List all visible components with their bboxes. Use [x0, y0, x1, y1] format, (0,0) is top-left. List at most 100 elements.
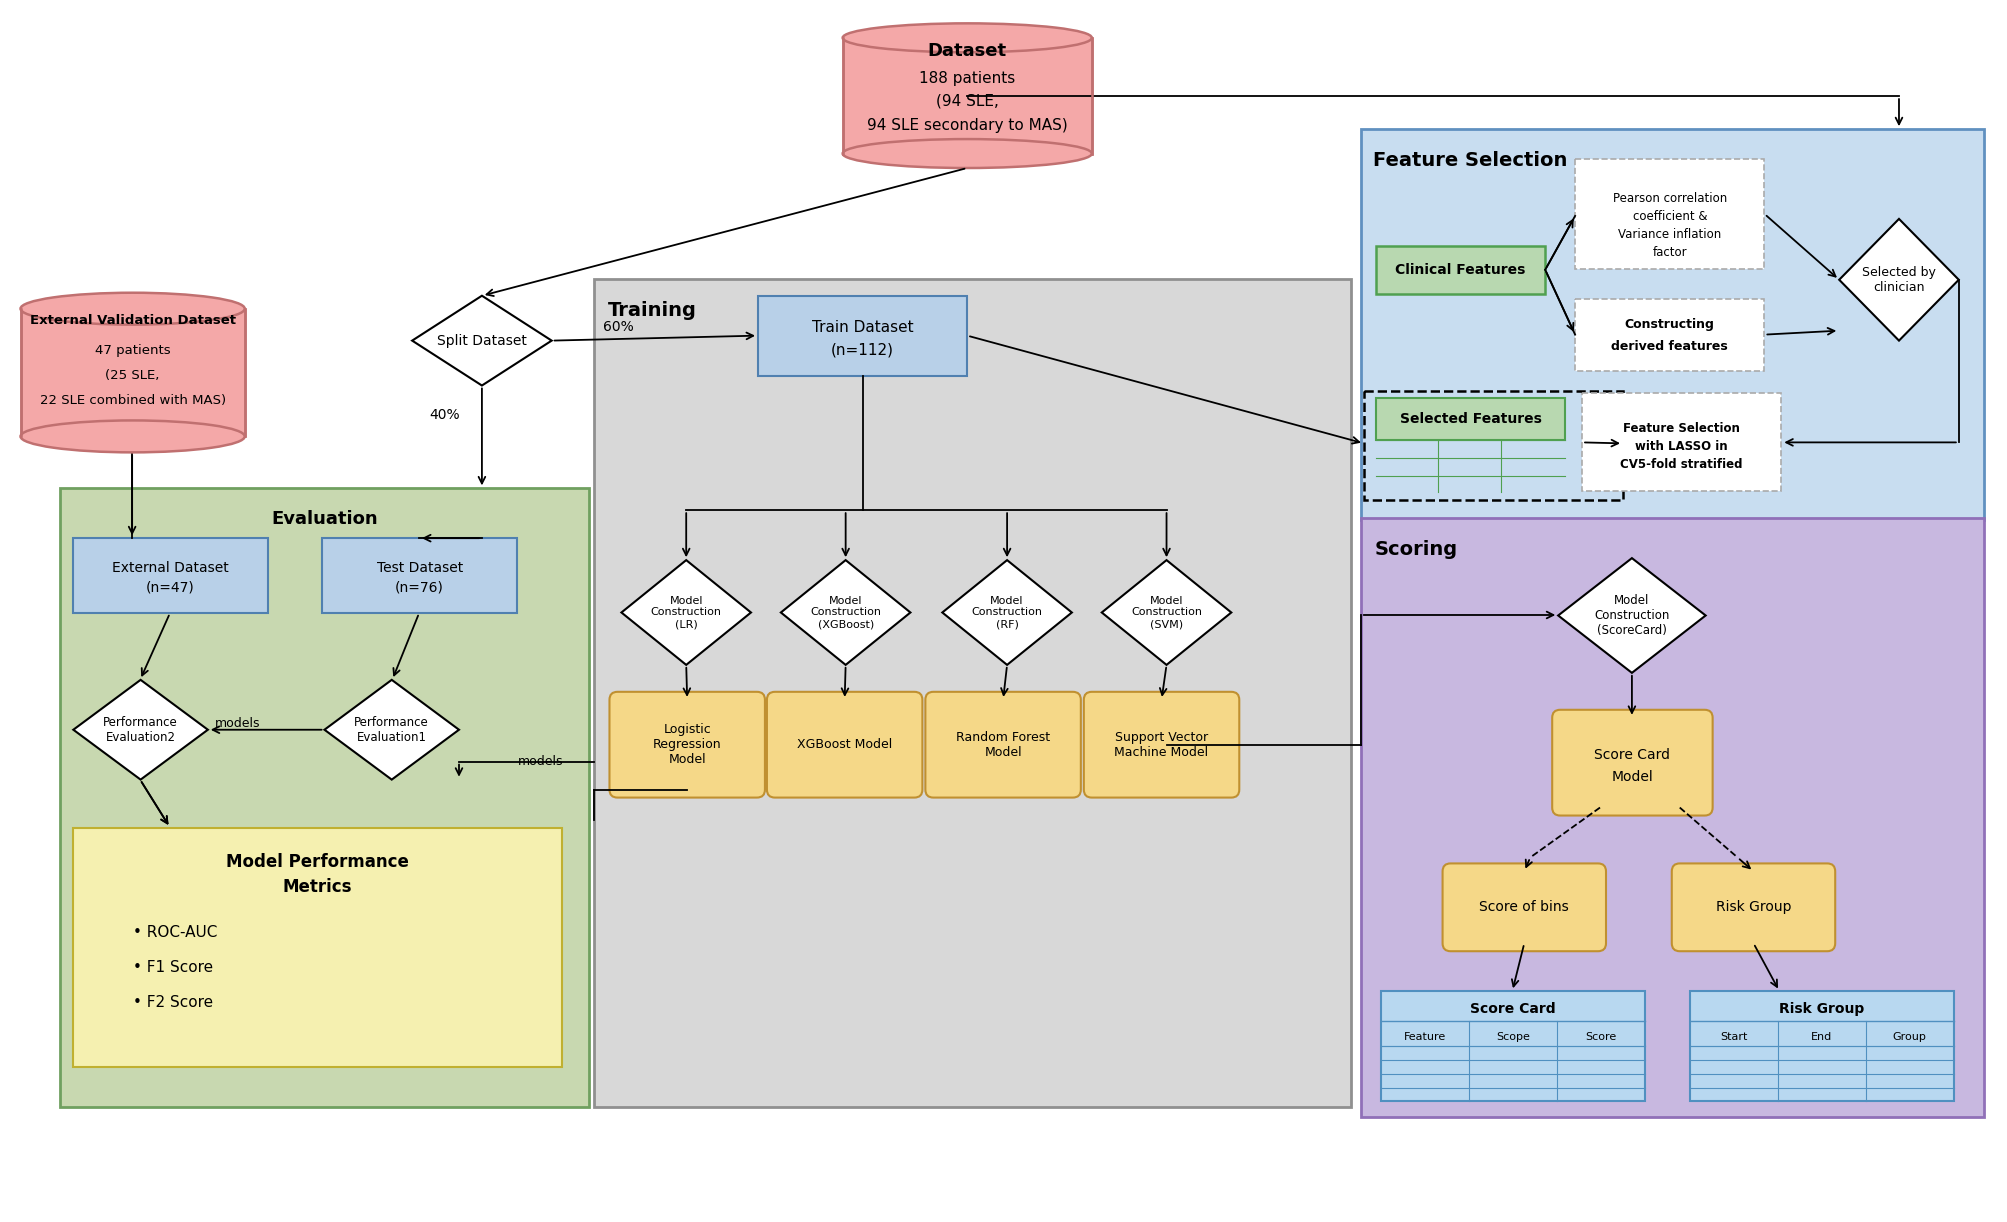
FancyBboxPatch shape: [1361, 518, 1983, 1117]
Polygon shape: [411, 296, 552, 385]
Text: CV5-fold stratified: CV5-fold stratified: [1620, 458, 1742, 470]
Text: 60%: 60%: [604, 320, 634, 334]
Text: Logistic
Regression
Model: Logistic Regression Model: [652, 723, 721, 766]
Polygon shape: [781, 560, 909, 665]
Text: Score of bins: Score of bins: [1479, 901, 1567, 914]
FancyBboxPatch shape: [757, 296, 967, 375]
Text: 47 patients: 47 patients: [94, 345, 171, 357]
Polygon shape: [1557, 558, 1704, 673]
Text: Model
Construction
(XGBoost): Model Construction (XGBoost): [809, 596, 881, 629]
Text: Split Dataset: Split Dataset: [438, 334, 526, 347]
Text: XGBoost Model: XGBoost Model: [797, 738, 891, 752]
Text: Feature: Feature: [1403, 1033, 1445, 1042]
Text: Dataset: Dataset: [927, 43, 1006, 60]
Text: factor: factor: [1652, 247, 1686, 259]
Text: Group: Group: [1893, 1033, 1927, 1042]
FancyBboxPatch shape: [1361, 130, 1983, 521]
Text: models: models: [518, 755, 564, 769]
Ellipse shape: [843, 23, 1092, 53]
FancyBboxPatch shape: [925, 692, 1080, 798]
FancyBboxPatch shape: [1688, 991, 1953, 1101]
Text: (n=76): (n=76): [395, 580, 444, 595]
Polygon shape: [941, 560, 1072, 665]
Text: 94 SLE secondary to MAS): 94 SLE secondary to MAS): [867, 117, 1068, 133]
Text: • F2 Score: • F2 Score: [132, 995, 213, 1009]
Text: • ROC-AUC: • ROC-AUC: [132, 925, 217, 940]
Text: Model Performance: Model Performance: [227, 853, 409, 871]
FancyBboxPatch shape: [74, 538, 267, 613]
Text: Selected by
clinician: Selected by clinician: [1860, 265, 1935, 293]
Text: Clinical Features: Clinical Features: [1395, 263, 1525, 276]
FancyBboxPatch shape: [74, 827, 562, 1067]
FancyBboxPatch shape: [1582, 393, 1780, 491]
Text: Variance inflation: Variance inflation: [1618, 229, 1720, 242]
Text: 188 patients: 188 patients: [919, 71, 1016, 86]
FancyBboxPatch shape: [1672, 864, 1834, 951]
FancyBboxPatch shape: [843, 38, 1092, 154]
Text: Model
Construction
(SVM): Model Construction (SVM): [1130, 596, 1202, 629]
Text: with LASSO in: with LASSO in: [1634, 440, 1728, 453]
Text: Score Card: Score Card: [1469, 1002, 1555, 1017]
Polygon shape: [325, 679, 460, 780]
Text: Scope: Scope: [1495, 1033, 1529, 1042]
Text: Model
Construction
(ScoreCard): Model Construction (ScoreCard): [1594, 594, 1668, 637]
FancyBboxPatch shape: [1573, 298, 1764, 370]
FancyBboxPatch shape: [1441, 864, 1606, 951]
Text: Model
Construction
(LR): Model Construction (LR): [650, 596, 721, 629]
Text: (n=112): (n=112): [831, 342, 893, 357]
FancyBboxPatch shape: [594, 279, 1351, 1107]
Text: derived features: derived features: [1610, 340, 1728, 353]
Text: Feature Selection: Feature Selection: [1373, 152, 1565, 170]
Text: Evaluation: Evaluation: [271, 511, 377, 528]
Text: Score Card: Score Card: [1594, 748, 1670, 761]
Text: End: End: [1810, 1033, 1832, 1042]
Text: Test Dataset: Test Dataset: [377, 561, 462, 574]
Text: External Dataset: External Dataset: [112, 561, 229, 574]
FancyBboxPatch shape: [1375, 246, 1545, 293]
Text: Random Forest
Model: Random Forest Model: [955, 731, 1050, 759]
FancyBboxPatch shape: [20, 309, 245, 436]
FancyBboxPatch shape: [1573, 159, 1764, 269]
Text: 40%: 40%: [429, 408, 460, 423]
FancyBboxPatch shape: [1551, 710, 1712, 815]
Text: Constructing: Constructing: [1624, 318, 1714, 331]
Text: Feature Selection: Feature Selection: [1622, 422, 1740, 435]
Text: coefficient &: coefficient &: [1632, 210, 1706, 224]
Text: Selected Features: Selected Features: [1399, 413, 1541, 426]
Text: Training: Training: [608, 301, 696, 320]
Text: Model: Model: [1612, 770, 1652, 783]
Text: • F1 Score: • F1 Score: [132, 959, 213, 975]
Text: Scoring: Scoring: [1375, 540, 1457, 560]
Text: External Validation Dataset: External Validation Dataset: [30, 314, 235, 327]
Text: Pearson correlation: Pearson correlation: [1612, 192, 1726, 205]
Ellipse shape: [20, 293, 245, 325]
FancyBboxPatch shape: [1375, 398, 1563, 440]
FancyBboxPatch shape: [1381, 991, 1644, 1101]
Text: (25 SLE,: (25 SLE,: [106, 369, 161, 382]
Text: (n=47): (n=47): [147, 580, 195, 595]
FancyBboxPatch shape: [610, 692, 765, 798]
Text: Train Dataset: Train Dataset: [811, 320, 913, 335]
Text: Start: Start: [1720, 1033, 1746, 1042]
Text: Score: Score: [1584, 1033, 1616, 1042]
Text: models: models: [215, 717, 261, 731]
Ellipse shape: [843, 139, 1092, 167]
Text: (94 SLE,: (94 SLE,: [935, 94, 997, 109]
Text: 22 SLE combined with MAS): 22 SLE combined with MAS): [40, 393, 225, 407]
FancyBboxPatch shape: [60, 489, 588, 1107]
Polygon shape: [74, 679, 209, 780]
Polygon shape: [1102, 560, 1230, 665]
Text: Model
Construction
(RF): Model Construction (RF): [971, 596, 1042, 629]
FancyBboxPatch shape: [767, 692, 921, 798]
Text: Metrics: Metrics: [283, 879, 351, 897]
Text: Performance
Evaluation1: Performance Evaluation1: [353, 716, 429, 744]
Text: Performance
Evaluation2: Performance Evaluation2: [102, 716, 179, 744]
Polygon shape: [620, 560, 751, 665]
Text: Risk Group: Risk Group: [1714, 901, 1790, 914]
Polygon shape: [1838, 219, 1957, 341]
Text: Risk Group: Risk Group: [1778, 1002, 1862, 1017]
FancyBboxPatch shape: [1084, 692, 1238, 798]
Text: Support Vector
Machine Model: Support Vector Machine Model: [1114, 731, 1208, 759]
FancyBboxPatch shape: [323, 538, 516, 613]
Ellipse shape: [20, 420, 245, 452]
